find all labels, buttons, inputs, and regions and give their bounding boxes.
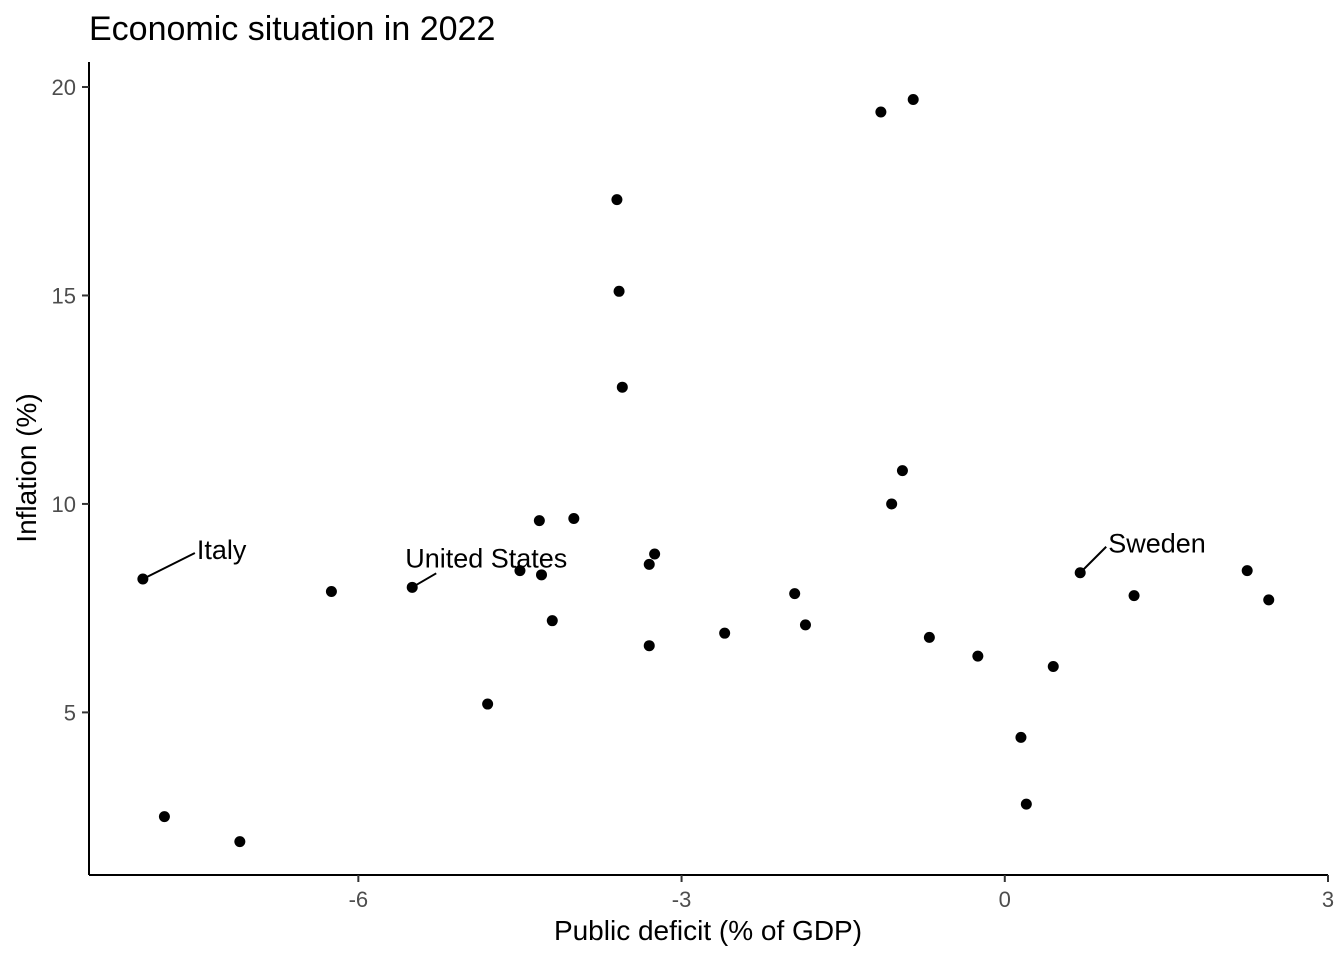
point-annotation: Italy [197, 535, 247, 565]
data-point [1074, 567, 1086, 579]
data-point [325, 585, 337, 597]
data-point [613, 285, 625, 297]
data-point [896, 465, 908, 477]
y-tick-label: 15 [52, 283, 76, 308]
data-point [533, 515, 545, 527]
x-tick-label: -6 [349, 887, 369, 912]
x-tick-label: 0 [999, 887, 1011, 912]
y-axis-title: Inflation (%) [11, 393, 42, 542]
chart-title: Economic situation in 2022 [89, 10, 495, 48]
point-group [137, 94, 1275, 848]
x-axis-title: Public deficit (% of GDP) [554, 915, 862, 946]
data-point [886, 498, 898, 510]
x-tick-label: -3 [672, 887, 692, 912]
data-point [1263, 594, 1275, 606]
data-point [1015, 731, 1027, 743]
point-annotation: Sweden [1108, 529, 1206, 559]
point-annotation: United States [405, 543, 567, 573]
annotation-group: Italy United States Sweden [142, 529, 1206, 589]
data-point [546, 615, 558, 627]
data-point [1020, 798, 1032, 810]
data-point [406, 581, 418, 593]
annotation-leader-line [1079, 546, 1107, 574]
y-tick-label: 5 [64, 700, 76, 725]
data-point [789, 588, 801, 600]
x-tick-label: 3 [1322, 887, 1334, 912]
data-point [482, 698, 494, 710]
data-point [799, 619, 811, 631]
data-point [719, 627, 731, 639]
data-point [611, 194, 623, 206]
data-point [158, 811, 170, 823]
data-point [972, 650, 984, 662]
data-point [1241, 565, 1253, 577]
annotation-leader-line [142, 552, 196, 580]
y-tick-label: 20 [52, 75, 76, 100]
data-point [643, 558, 655, 570]
data-point [137, 573, 149, 585]
data-point [907, 94, 919, 106]
axes [88, 62, 1328, 876]
data-point [616, 381, 628, 393]
data-point [1047, 661, 1059, 673]
y-tick-label: 10 [52, 492, 76, 517]
data-point [514, 565, 526, 577]
data-point [568, 513, 580, 525]
data-point [875, 106, 887, 118]
data-point [923, 631, 935, 643]
data-point [649, 548, 661, 560]
tick-group: -6 -3 0 3 5 10 15 20 [52, 75, 1335, 912]
data-point [643, 640, 655, 652]
data-point [234, 836, 246, 848]
data-point [536, 569, 548, 581]
data-point [1128, 590, 1140, 602]
